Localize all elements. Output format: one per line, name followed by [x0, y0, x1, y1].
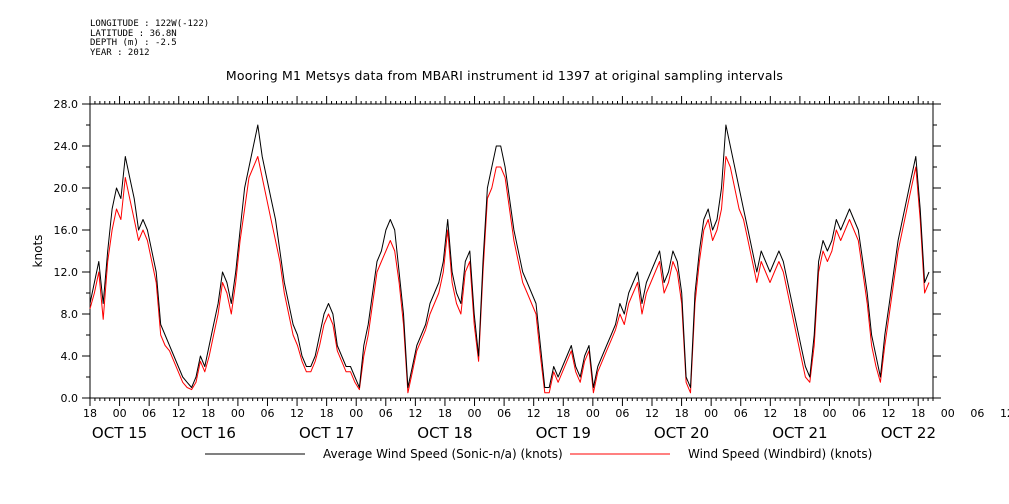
y-tick-label: 12.0 [54, 266, 79, 279]
x-tick-label: 06 [852, 407, 866, 420]
x-tick-label: 12 [1000, 407, 1009, 420]
x-tick-label: 00 [586, 407, 600, 420]
x-tick-label: 06 [379, 407, 393, 420]
x-tick-label: 12 [763, 407, 777, 420]
x-tick-label: 18 [201, 407, 215, 420]
x-tick-label: 18 [438, 407, 452, 420]
y-tick-label: 8.0 [61, 308, 79, 321]
y-tick-label: 0.0 [61, 392, 79, 405]
x-tick-label: 00 [822, 407, 836, 420]
x-tick-label: 12 [527, 407, 541, 420]
x-tick-label: 18 [675, 407, 689, 420]
longitude-text: LONGITUDE : 122W(-122) [90, 19, 210, 29]
x-day-label: OCT 19 [536, 424, 591, 442]
x-day-label: OCT 20 [654, 424, 709, 442]
x-tick-label: 00 [231, 407, 245, 420]
x-tick-label: 06 [142, 407, 156, 420]
chart-title: Mooring M1 Metsys data from MBARI instru… [225, 68, 784, 83]
x-tick-label: 00 [113, 407, 127, 420]
x-tick-label: 06 [734, 407, 748, 420]
x-tick-label: 06 [970, 407, 984, 420]
y-tick-label: 28.0 [54, 98, 79, 111]
x-tick-label: 12 [172, 407, 186, 420]
x-tick-label: 18 [911, 407, 925, 420]
plot-frame [89, 103, 934, 399]
x-day-label: OCT 18 [417, 424, 472, 442]
x-day-label: OCT 21 [772, 424, 827, 442]
y-tick-label: 4.0 [61, 350, 79, 363]
x-tick-label: 12 [408, 407, 422, 420]
x-tick-label: 00 [941, 407, 955, 420]
x-day-label: OCT 17 [299, 424, 354, 442]
y-tick-label: 16.0 [54, 224, 79, 237]
x-tick-label: 12 [882, 407, 896, 420]
y-tick-label: 20.0 [54, 182, 79, 195]
latitude-text: LATITUDE : 36.8N [90, 28, 177, 39]
x-tick-label: 06 [615, 407, 629, 420]
x-tick-label: 12 [290, 407, 304, 420]
x-tick-label: 06 [260, 407, 274, 420]
x-tick-label: 00 [349, 407, 363, 420]
legend-label: Average Wind Speed (Sonic-n/a) (knots) [323, 447, 563, 461]
x-day-label: OCT 22 [881, 424, 936, 442]
series-line [89, 124, 930, 388]
x-tick-label: 18 [556, 407, 570, 420]
legend-label: Wind Speed (Windbird) (knots) [688, 447, 872, 461]
y-axis-label: knots [31, 235, 45, 268]
depth-text: DEPTH (m) : -2.5 [90, 38, 177, 48]
x-tick-label: 18 [83, 407, 97, 420]
x-tick-label: 00 [704, 407, 718, 420]
x-day-label: OCT 15 [92, 424, 147, 442]
x-tick-label: 12 [645, 407, 659, 420]
mooring-metadata: LONGITUDE : 122W(-122) LATITUDE : 36.8N … [90, 19, 210, 58]
y-tick-label: 24.0 [54, 140, 79, 153]
x-tick-label: 06 [497, 407, 511, 420]
x-day-label: OCT 16 [181, 424, 236, 442]
x-tick-label: 18 [320, 407, 334, 420]
series-line [89, 156, 930, 394]
year-text: YEAR : 2012 [90, 47, 150, 58]
x-tick-label: 00 [468, 407, 482, 420]
x-tick-label: 18 [793, 407, 807, 420]
